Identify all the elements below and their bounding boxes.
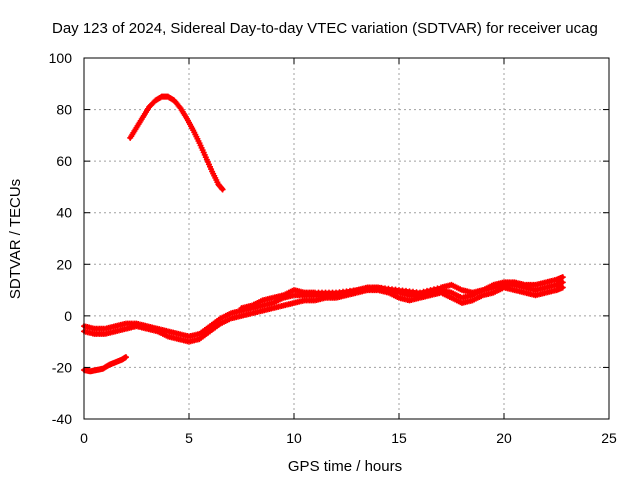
y-tick-label: 60 [56,153,72,169]
y-tick-label: -40 [52,411,72,427]
series-track-main-c [238,274,566,312]
plot-frame [83,57,610,420]
x-tick-label: 25 [601,430,617,446]
x-tick-label: 15 [391,430,407,446]
y-tick-label: 0 [64,308,72,324]
data-point [559,284,566,291]
series-track-arc [127,93,226,193]
series-track-main-b [81,284,566,345]
y-tick-label: -20 [52,359,72,375]
x-tick-label: 10 [286,430,302,446]
data-point [559,274,566,281]
grid-layer [84,58,609,419]
x-axis-title: GPS time / hours [288,458,402,475]
y-axis-title: SDTVAR / TECUs [7,179,24,299]
y-tick-label: 20 [56,256,72,272]
y-tick-label: 80 [56,102,72,118]
data-point [219,186,226,193]
data-point [434,285,441,292]
series-track-lower-start [81,354,129,375]
data-point [427,287,434,294]
x-tick-label: 20 [496,430,512,446]
data-point [431,286,437,293]
series-layer [81,93,566,375]
x-tick-label: 5 [185,430,193,446]
data-point [559,279,566,286]
data-point [420,288,427,295]
chart-title: Day 123 of 2024, Sidereal Day-to-day VTE… [52,20,598,37]
y-tick-label: 40 [56,205,72,221]
ticks-layer: 0 5 10 15 20 25 -40 -20 0 20 40 60 80 100 [49,50,617,446]
data-point [417,289,423,296]
x-tick-label: 0 [80,430,88,446]
data-point [424,287,430,294]
data-point [123,354,129,361]
y-tick-label: 100 [49,50,73,66]
